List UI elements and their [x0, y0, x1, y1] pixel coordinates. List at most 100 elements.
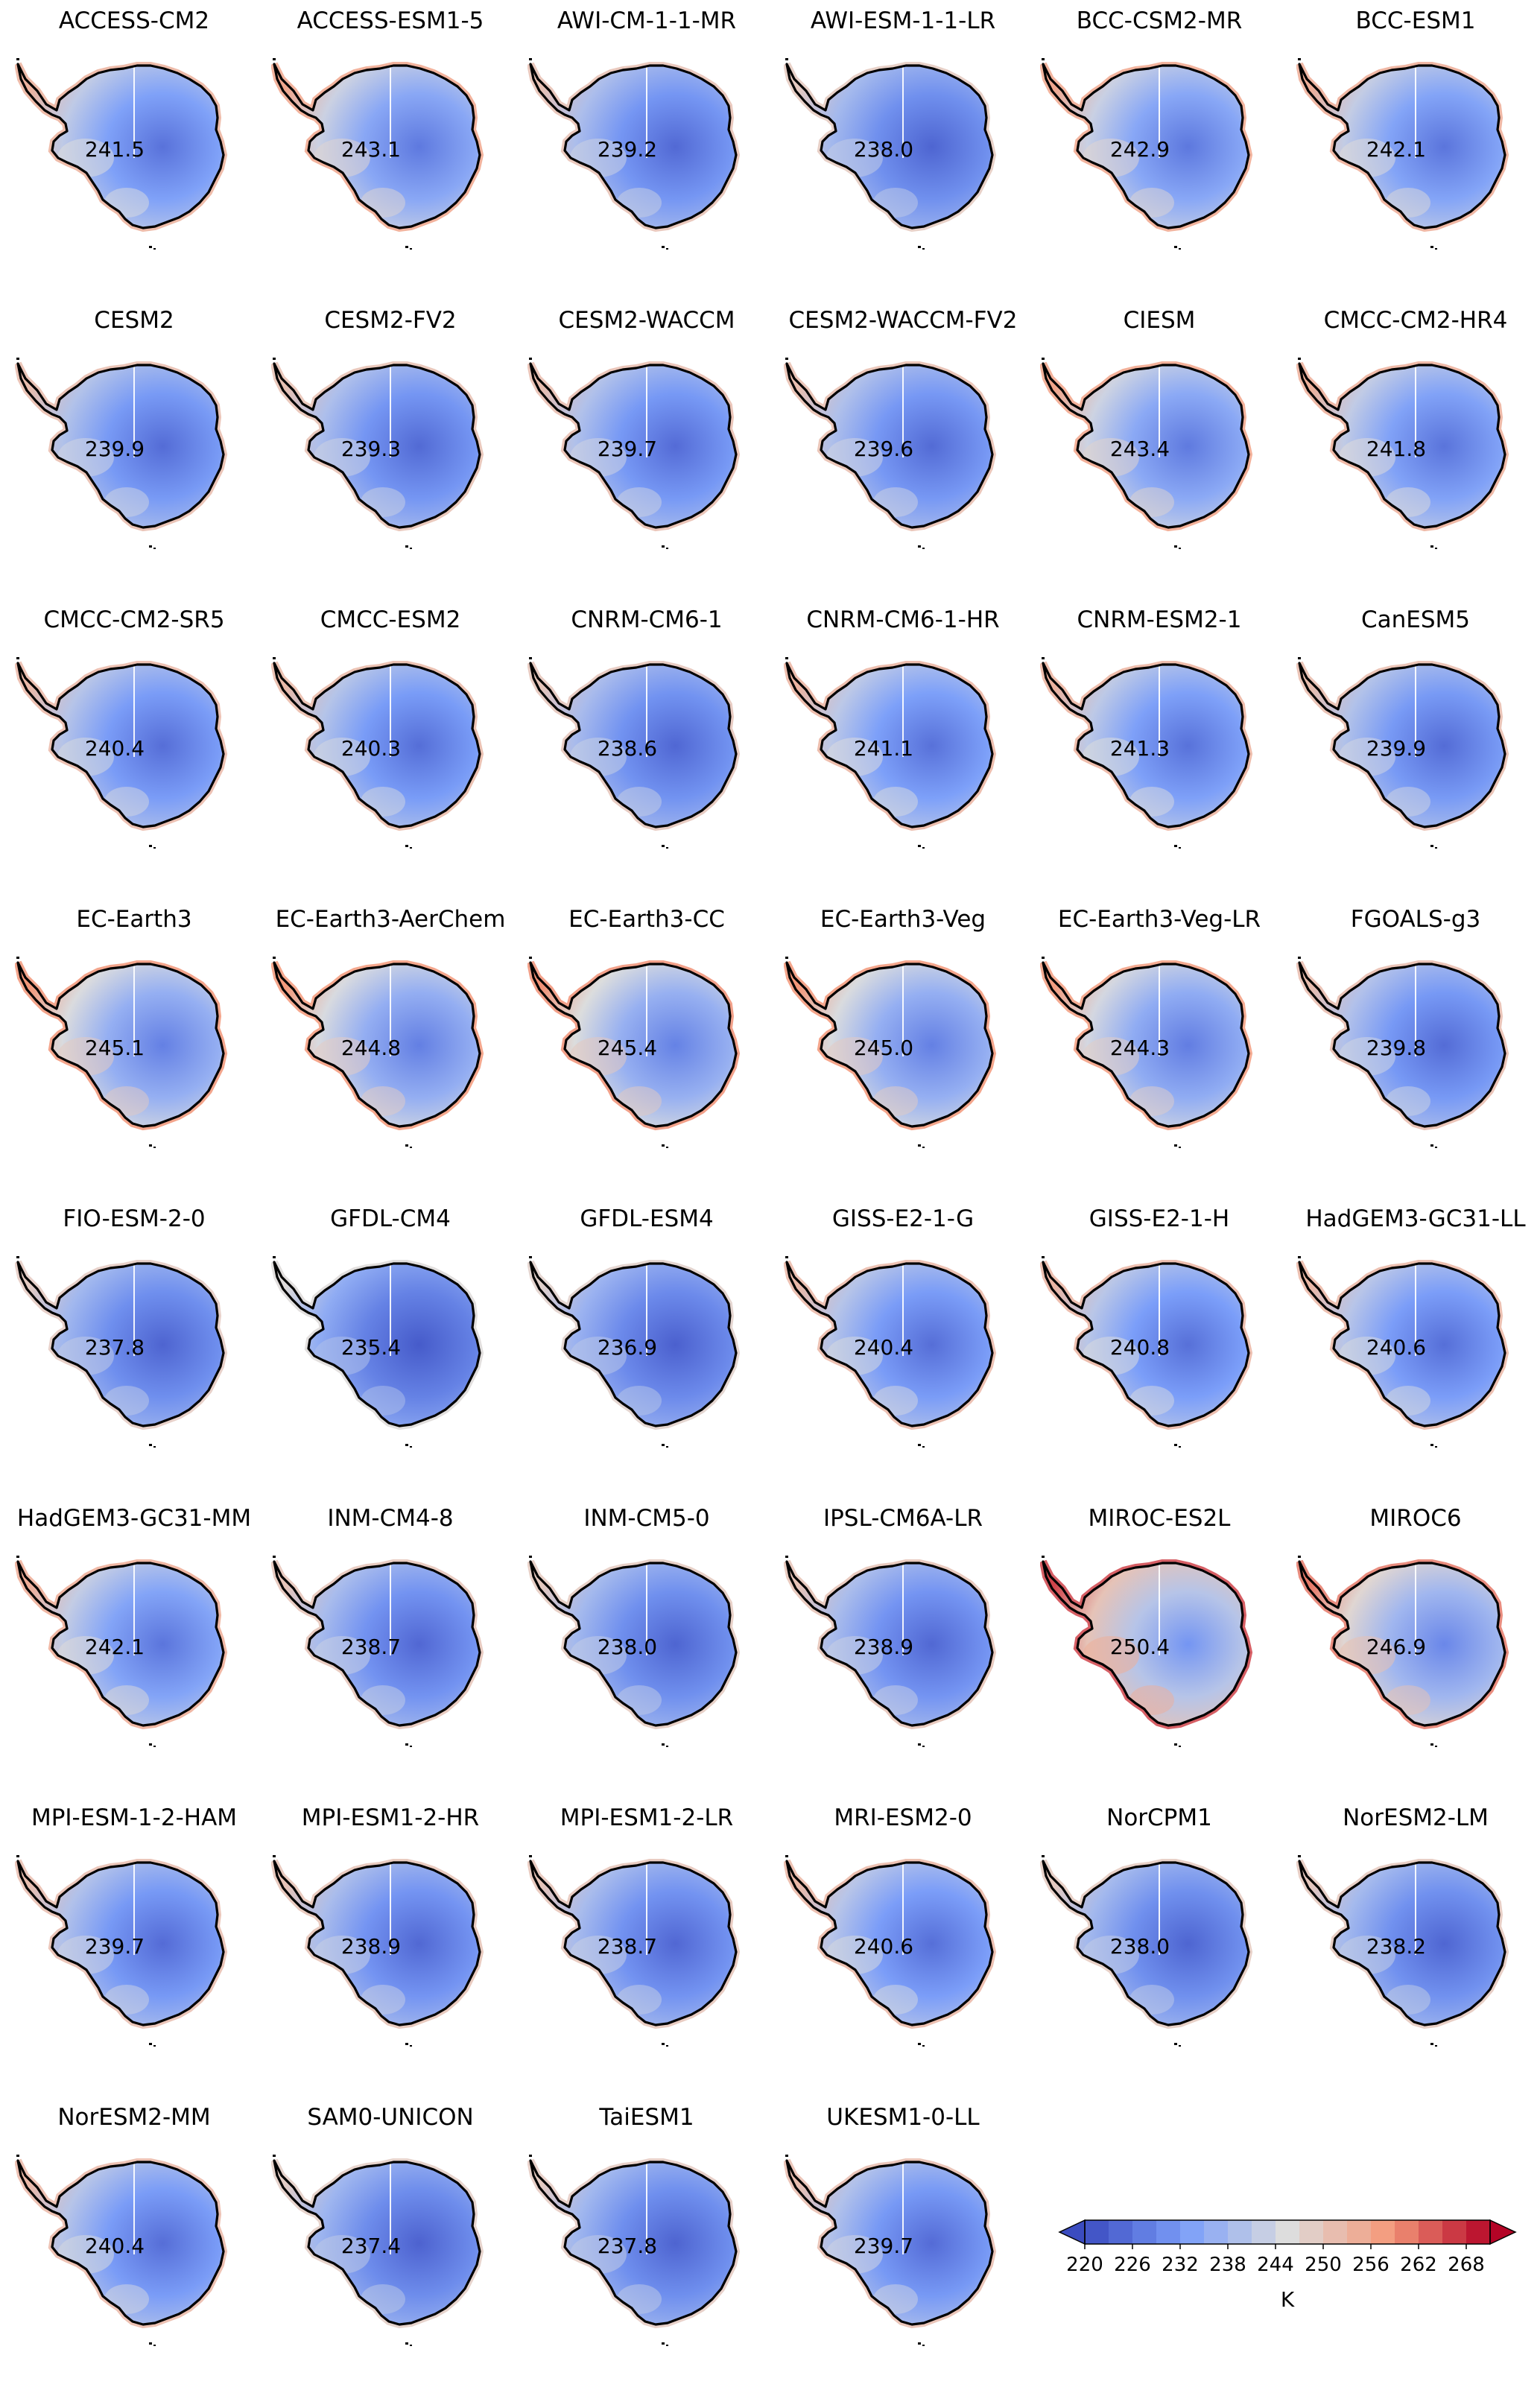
mean-value-label: 241.1 — [854, 736, 913, 761]
colorbar-bin — [1109, 2220, 1133, 2244]
mean-value-label: 240.4 — [85, 2234, 145, 2258]
map-panel: CESM2-WACCM-FV2 239.6 — [775, 300, 1031, 599]
map-panel: EC-Earth3-CC 245.4 — [519, 898, 775, 1198]
panel-title: MIROC-ES2L — [1088, 1505, 1231, 1532]
map-panel: NorESM2-MM 240.4 — [6, 2096, 262, 2396]
colorbar-tick-label: 232 — [1162, 2254, 1199, 2276]
colorbar-bin — [1419, 2220, 1443, 2244]
colorbar-extend-high — [1489, 2219, 1517, 2246]
map-panel: EC-Earth3 245.1 — [6, 898, 262, 1198]
map-panel: GISS-E2-1-H 240.8 — [1031, 1198, 1287, 1498]
mean-value-label: 241.5 — [85, 137, 145, 162]
antarctica-map: 238.0 — [784, 58, 997, 250]
map-panel: MRI-ESM2-0 240.6 — [775, 1797, 1031, 2096]
antarctica-map: 243.1 — [271, 58, 484, 250]
panel-title: MIROC6 — [1369, 1505, 1462, 1532]
colorbar-bin — [1204, 2220, 1229, 2244]
antarctica-map: 239.7 — [784, 2155, 997, 2346]
mean-value-label: 245.4 — [598, 1036, 657, 1060]
antarctica-map: 241.3 — [1040, 657, 1253, 849]
map-panel: HadGEM3-GC31-MM 242.1 — [6, 1498, 262, 1797]
panel-title: BCC-CSM2-MR — [1076, 7, 1243, 34]
mean-value-label: 238.9 — [854, 1635, 913, 1659]
map-panel: INM-CM4-8 238.7 — [262, 1498, 519, 1797]
map-panel: CNRM-CM6-1 238.6 — [519, 599, 775, 898]
map-panel: AWI-CM-1-1-MR 239.2 — [519, 0, 775, 300]
antarctica-map: 245.0 — [784, 957, 997, 1148]
colorbar-extend-low — [1058, 2219, 1086, 2246]
colorbar: 220 226 232 238 244 250 256 262 268 K — [1058, 2219, 1517, 2312]
panel-title: MPI-ESM1-2-HR — [301, 1804, 480, 1831]
antarctica-map: 239.3 — [271, 358, 484, 549]
colorbar-tick-label: 226 — [1114, 2254, 1151, 2276]
panel-title: CNRM-CM6-1 — [571, 606, 723, 633]
panel-title: MPI-ESM1-2-LR — [560, 1804, 734, 1831]
antarctica-map: 242.9 — [1040, 58, 1253, 250]
mean-value-label: 239.9 — [85, 437, 145, 461]
mean-value-label: 241.3 — [1110, 736, 1170, 761]
mean-value-label: 239.7 — [854, 2234, 913, 2258]
mean-value-label: 237.8 — [85, 1335, 145, 1360]
map-panel: EC-Earth3-Veg 245.0 — [775, 898, 1031, 1198]
antarctica-map: 239.2 — [527, 58, 741, 250]
mean-value-label: 238.7 — [341, 1635, 401, 1659]
antarctica-map: 240.8 — [1040, 1256, 1253, 1448]
antarctica-map: 240.4 — [15, 657, 228, 849]
panel-title: EC-Earth3-Veg-LR — [1057, 906, 1261, 933]
map-panel: CMCC-CM2-HR4 241.8 — [1287, 300, 1540, 599]
colorbar-bin — [1299, 2220, 1324, 2244]
mean-value-label: 238.6 — [598, 736, 657, 761]
antarctica-map: 238.9 — [784, 1556, 997, 1747]
colorbar-bin — [1132, 2220, 1157, 2244]
mean-value-label: 239.7 — [85, 1934, 145, 1959]
panel-title: CESM2-WACCM — [558, 307, 735, 334]
mean-value-label: 237.8 — [598, 2234, 657, 2258]
map-panel: CIESM 243.4 — [1031, 300, 1287, 599]
mean-value-label: 240.6 — [1366, 1335, 1426, 1360]
antarctica-map: 238.0 — [1040, 1855, 1253, 2047]
panel-title: FIO-ESM-2-0 — [63, 1205, 206, 1232]
colorbar-bin — [1371, 2220, 1395, 2244]
mean-value-label: 242.1 — [1366, 137, 1426, 162]
panel-title: INM-CM4-8 — [327, 1505, 454, 1532]
mean-value-label: 239.3 — [341, 437, 401, 461]
mean-value-label: 240.8 — [1110, 1335, 1170, 1360]
colorbar-tick-label: 256 — [1352, 2254, 1390, 2276]
antarctica-map: 241.8 — [1296, 358, 1509, 549]
mean-value-label: 239.8 — [1366, 1036, 1426, 1060]
mean-value-label: 238.0 — [598, 1635, 657, 1659]
antarctica-map: 245.1 — [15, 957, 228, 1148]
mean-value-label: 243.1 — [341, 137, 401, 162]
colorbar-bin — [1466, 2220, 1491, 2244]
panel-title: HadGEM3-GC31-MM — [16, 1505, 252, 1532]
panel-title: EC-Earth3-CC — [568, 906, 725, 933]
map-panel: INM-CM5-0 238.0 — [519, 1498, 775, 1797]
colorbar-tick-label: 220 — [1066, 2254, 1103, 2276]
mean-value-label: 246.9 — [1366, 1635, 1426, 1659]
panel-title: CanESM5 — [1360, 606, 1471, 633]
panel-title: EC-Earth3-AerChem — [275, 906, 506, 933]
antarctica-map: 237.4 — [271, 2155, 484, 2346]
antarctica-map: 239.7 — [527, 358, 741, 549]
panel-title: CMCC-ESM2 — [320, 606, 461, 633]
panel-title: CMCC-CM2-SR5 — [43, 606, 225, 633]
antarctica-map: 236.9 — [527, 1256, 741, 1448]
map-panel: GISS-E2-1-G 240.4 — [775, 1198, 1031, 1498]
mean-value-label: 242.1 — [85, 1635, 145, 1659]
panel-title: INM-CM5-0 — [583, 1505, 710, 1532]
antarctica-map: 240.4 — [15, 2155, 228, 2346]
map-panel: MIROC-ES2L 250.4 — [1031, 1498, 1287, 1797]
map-panel: BCC-CSM2-MR 242.9 — [1031, 0, 1287, 300]
map-panel: CESM2 239.9 — [6, 300, 262, 599]
panel-title: CESM2-WACCM-FV2 — [788, 307, 1018, 334]
map-panel: CNRM-ESM2-1 241.3 — [1031, 599, 1287, 898]
antarctica-map: 238.0 — [527, 1556, 741, 1747]
colorbar-label: K — [1281, 2287, 1295, 2312]
map-panel: CMCC-CM2-SR5 240.4 — [6, 599, 262, 898]
map-panel: MPI-ESM1-2-HR 238.9 — [262, 1797, 519, 2096]
map-panel: GFDL-ESM4 236.9 — [519, 1198, 775, 1498]
panel-title: AWI-CM-1-1-MR — [557, 7, 737, 34]
antarctica-map: 240.4 — [784, 1256, 997, 1448]
colorbar-ticks: 220 226 232 238 244 250 256 262 268 — [1066, 2244, 1485, 2276]
panel-title: BCC-ESM1 — [1355, 7, 1476, 34]
